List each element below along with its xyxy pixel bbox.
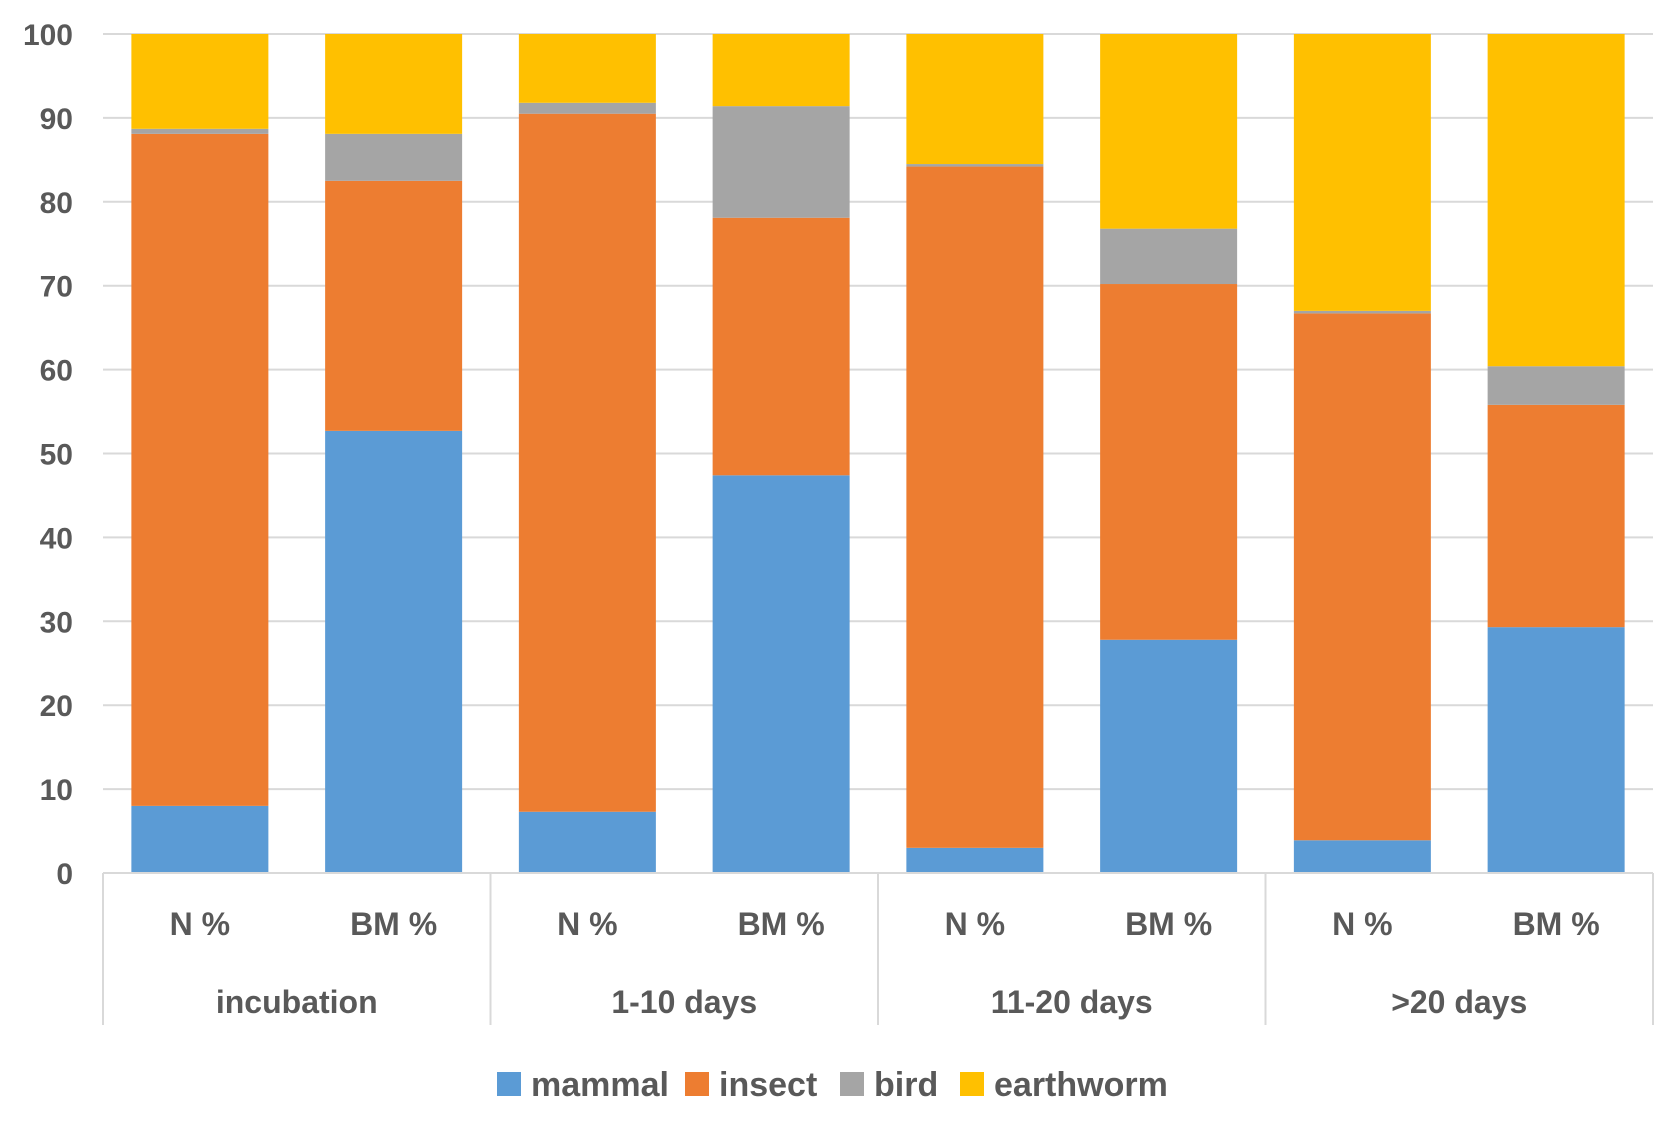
bar-segment-earthworm — [131, 34, 269, 129]
y-tick-label: 100 — [23, 19, 73, 52]
bar-segment-insect — [131, 133, 269, 806]
legend-label: insect — [719, 1066, 817, 1104]
bar-segment-mammal — [325, 430, 463, 873]
x-tick-label: N % — [557, 906, 617, 942]
bar-segment-bird — [325, 133, 463, 181]
bar-segment-bird — [131, 128, 269, 134]
legend-label: bird — [874, 1066, 938, 1104]
group-label: incubation — [216, 984, 378, 1020]
bar-segment-bird — [1100, 228, 1238, 285]
legend-item-insect: insect — [685, 1066, 817, 1104]
y-axis-tick-labels: 0 10 20 30 40 50 60 70 80 90 100 — [23, 19, 73, 891]
bar-segment-earthworm — [325, 34, 463, 134]
y-tick-label: 30 — [40, 606, 73, 639]
y-tick-label: 50 — [40, 439, 73, 472]
group-label: >20 days — [1391, 984, 1527, 1020]
y-tick-label: 10 — [40, 774, 73, 807]
legend-item-earthworm: earthworm — [960, 1066, 1168, 1104]
legend-swatch — [685, 1072, 709, 1096]
bar-segment-mammal — [131, 805, 269, 873]
x-tick-label: BM % — [1513, 906, 1600, 942]
bar-segment-mammal — [906, 847, 1044, 873]
bar-segment-insect — [1293, 313, 1431, 841]
bars — [131, 34, 1625, 873]
bar-segment-earthworm — [1100, 34, 1238, 229]
legend-swatch — [840, 1072, 864, 1096]
x-tick-label: N % — [1332, 906, 1392, 942]
bar-segment-earthworm — [712, 34, 850, 107]
y-tick-label: 0 — [56, 858, 73, 891]
bar-segment-insect — [1487, 404, 1625, 628]
bar-segment-earthworm — [1487, 34, 1625, 367]
x-tick-label: BM % — [738, 906, 825, 942]
group-label: 1-10 days — [611, 984, 757, 1020]
group-label: 11-20 days — [991, 984, 1153, 1020]
bar-segment-insect — [1100, 284, 1238, 640]
y-tick-label: 40 — [40, 522, 73, 555]
y-tick-label: 80 — [40, 187, 73, 220]
x-tick-label: N % — [170, 906, 230, 942]
legend-item-mammal: mammal — [497, 1066, 669, 1104]
category-axis: N % BM % N % BM % N % BM % N % BM % incubation 1-… — [102, 872, 1654, 1025]
bar-segment-bird — [1487, 366, 1625, 405]
bar-segment-mammal — [518, 811, 656, 873]
bar-segment-bird — [518, 102, 656, 114]
legend-item-bird: bird — [840, 1066, 938, 1104]
bar-segment-mammal — [1487, 627, 1625, 873]
bar-segment-insect — [325, 180, 463, 431]
legend-label: mammal — [531, 1066, 669, 1104]
bar-segment-insect — [518, 113, 656, 812]
legend: mammal insect bird earthworm — [497, 1066, 1168, 1104]
bar-segment-bird — [1293, 310, 1431, 314]
y-tick-label: 20 — [40, 690, 73, 723]
bar-segment-bird — [906, 164, 1044, 167]
bar-segment-insect — [712, 217, 850, 476]
bar-segment-bird — [712, 106, 850, 218]
legend-label: earthworm — [994, 1066, 1168, 1104]
y-tick-label: 60 — [40, 355, 73, 388]
bar-segment-mammal — [1100, 639, 1238, 873]
x-tick-label: N % — [945, 906, 1005, 942]
bar-segment-mammal — [712, 475, 850, 873]
x-tick-label: BM % — [350, 906, 437, 942]
y-tick-label: 70 — [40, 271, 73, 304]
x-tick-label: BM % — [1125, 906, 1212, 942]
bar-segment-earthworm — [1293, 34, 1431, 311]
legend-swatch — [960, 1072, 984, 1096]
bar-segment-mammal — [1293, 840, 1431, 873]
bar-segment-earthworm — [518, 34, 656, 103]
y-tick-label: 90 — [40, 103, 73, 136]
legend-swatch — [497, 1072, 521, 1096]
bar-segment-insect — [906, 166, 1044, 848]
bar-segment-earthworm — [906, 34, 1044, 165]
